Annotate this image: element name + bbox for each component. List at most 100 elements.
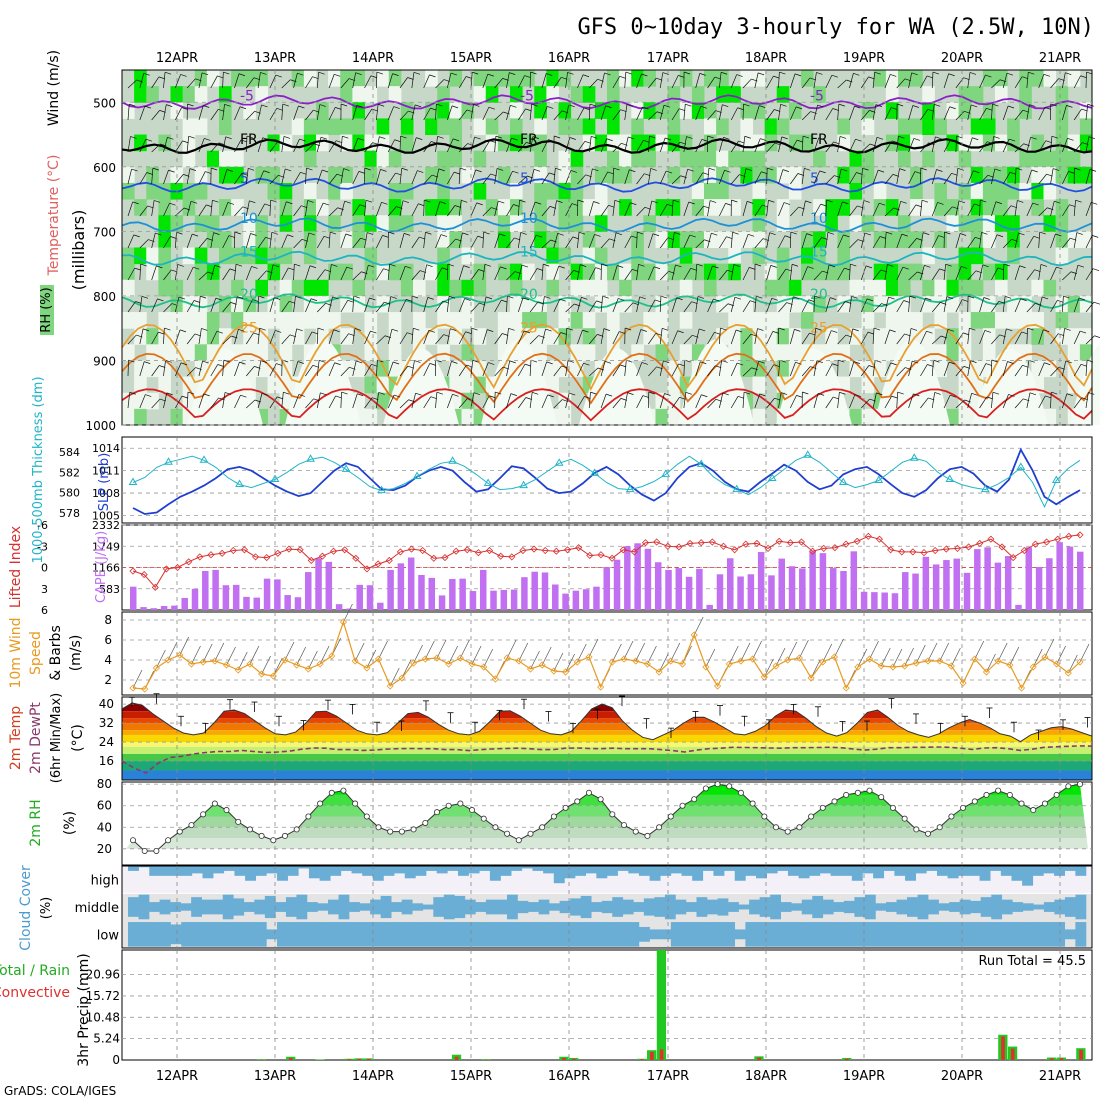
- wind-barb: [872, 170, 879, 185]
- wind-barb: [210, 364, 219, 377]
- wind-barb-flag: [851, 296, 858, 299]
- wind-barb: [222, 202, 229, 217]
- wind-barb-flag: [135, 301, 142, 304]
- wind-barb-flag: [251, 266, 258, 269]
- cloud-bar-high: [202, 866, 214, 879]
- surface-wind-barb: [483, 648, 494, 668]
- wind-barb-flag: [638, 263, 645, 267]
- rh-cell: [376, 118, 390, 136]
- wind-barb: [234, 73, 240, 89]
- rh-cell: [667, 199, 681, 216]
- lifted-marker: [942, 545, 950, 553]
- wind-barb: [588, 300, 597, 313]
- wind-barb: [979, 200, 981, 217]
- wind-barb: [860, 76, 869, 89]
- wind-barb: [979, 363, 987, 377]
- precip-convective-bar: [649, 1051, 654, 1060]
- wind-barb-flag: [555, 167, 562, 171]
- wind-barb-flag: [525, 397, 532, 400]
- wind-barb: [328, 173, 338, 185]
- wind-barb: [742, 78, 752, 89]
- wind-marker: [947, 662, 955, 670]
- wind-barb: [908, 171, 916, 185]
- rh-point: [866, 787, 873, 794]
- lifted-marker: [207, 551, 215, 559]
- wind-barb-flag: [297, 72, 304, 76]
- cape-bar: [479, 569, 487, 610]
- wind-barb: [884, 395, 892, 409]
- rh-cell: [546, 231, 559, 248]
- rh-cell: [679, 344, 693, 361]
- wind-barb: [447, 205, 456, 217]
- lifted-marker: [341, 546, 349, 554]
- wind-barb-flag: [838, 103, 845, 107]
- wind-barb-flag: [569, 137, 576, 140]
- wind-barb: [364, 232, 368, 249]
- wind-barb: [494, 299, 502, 313]
- wind-barb-flag: [495, 135, 502, 139]
- wind-barb-flag: [720, 327, 727, 331]
- date-label-bottom: 14APR: [352, 1069, 394, 1084]
- rh-cell: [449, 279, 462, 297]
- rh-cell: [813, 295, 826, 313]
- wind-barb-flag: [1034, 269, 1041, 273]
- wind-barb-flag: [619, 331, 626, 334]
- wind-barb-flag: [855, 138, 862, 142]
- date-label-bottom: 12APR: [156, 1069, 198, 1084]
- wind-barb-flag: [424, 199, 431, 203]
- wind-barb: [529, 392, 533, 409]
- wind-barb: [376, 104, 379, 121]
- rh-cell: [752, 215, 766, 232]
- wind-barb-flag: [880, 269, 887, 273]
- rh-cell: [740, 70, 753, 87]
- wind-barb: [813, 328, 817, 345]
- date-label-bottom: 13APR: [254, 1069, 296, 1084]
- wind-barb-flag: [203, 105, 210, 108]
- rh-cell: [776, 376, 790, 394]
- wind-barb: [269, 141, 278, 153]
- wind-barb: [281, 234, 288, 249]
- wind-barb-flag: [536, 268, 544, 271]
- wind-barb-flag: [592, 168, 599, 172]
- wind-barb-flag: [794, 329, 801, 332]
- wind-barb: [565, 270, 574, 281]
- wind-barb-flag: [734, 296, 742, 300]
- wind-barb: [257, 237, 266, 249]
- wind-barb-flag: [715, 365, 722, 369]
- wind-barb-flag: [299, 138, 306, 142]
- rh-point: [913, 826, 920, 833]
- wind-barb: [920, 200, 923, 217]
- rh-cell: [837, 344, 850, 361]
- wind-barb-flag: [934, 392, 941, 395]
- rh-cell: [752, 199, 766, 216]
- wind-barb: [1038, 140, 1047, 153]
- lifted-marker: [251, 553, 260, 561]
- wind-marker: [386, 682, 394, 690]
- pressure-tick-label: 1000: [85, 419, 116, 433]
- boundary-layer-arch: [776, 348, 852, 425]
- wind-barb-flag: [483, 231, 490, 235]
- wind-barb-flag: [430, 396, 437, 400]
- rh-cell: [594, 295, 608, 313]
- wind-barb: [955, 266, 962, 281]
- cloud-bar-high: [1032, 866, 1044, 876]
- wind-barb-flag: [547, 106, 554, 109]
- wind-barb: [127, 301, 136, 313]
- wind-barb: [1002, 138, 1010, 153]
- wind-barb-flag: [1074, 167, 1081, 171]
- wind-barb-flag: [229, 268, 236, 272]
- cloud-bar-high: [213, 866, 225, 874]
- wind-barb-flag: [878, 169, 885, 173]
- rh-cell: [437, 166, 450, 184]
- wind-barb-flag: [1007, 361, 1014, 364]
- cape-bar: [974, 549, 981, 610]
- wind-barb-flag: [128, 359, 135, 363]
- rh-cell: [388, 70, 402, 87]
- wind-barb: [600, 72, 605, 89]
- wind-barb-flag: [780, 104, 787, 107]
- thickness-marker: [1051, 475, 1061, 484]
- wind-barb: [257, 393, 263, 409]
- rh-cell: [631, 344, 644, 361]
- wind-barb-flag: [773, 364, 780, 368]
- rh-cell: [934, 344, 947, 361]
